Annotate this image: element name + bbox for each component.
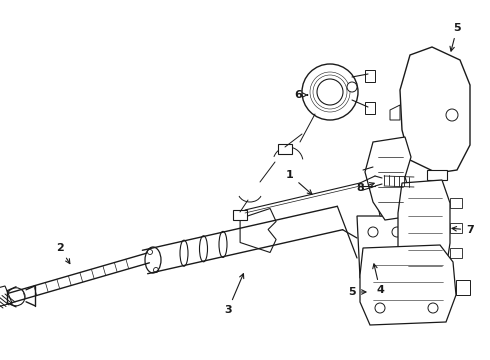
Text: 6: 6 <box>294 90 308 100</box>
Polygon shape <box>450 248 462 258</box>
Polygon shape <box>390 105 400 120</box>
Polygon shape <box>378 206 397 216</box>
Polygon shape <box>450 223 462 233</box>
Text: 1: 1 <box>286 170 312 194</box>
Polygon shape <box>278 144 292 154</box>
Circle shape <box>369 177 377 185</box>
Text: 5: 5 <box>348 287 366 297</box>
Polygon shape <box>357 216 415 278</box>
Circle shape <box>302 64 358 120</box>
Text: 8: 8 <box>356 183 374 193</box>
Polygon shape <box>398 180 450 276</box>
Circle shape <box>7 288 25 306</box>
Ellipse shape <box>180 240 188 266</box>
Circle shape <box>317 79 343 105</box>
Polygon shape <box>240 208 276 252</box>
Polygon shape <box>365 70 375 82</box>
Polygon shape <box>365 137 411 220</box>
Polygon shape <box>450 198 462 208</box>
Polygon shape <box>365 102 375 114</box>
Polygon shape <box>360 245 456 325</box>
Ellipse shape <box>145 247 161 273</box>
Polygon shape <box>456 280 470 295</box>
Text: 2: 2 <box>56 243 70 264</box>
Polygon shape <box>427 170 447 180</box>
Polygon shape <box>233 210 247 220</box>
Ellipse shape <box>199 236 207 262</box>
Text: 7: 7 <box>452 225 474 235</box>
Text: 5: 5 <box>450 23 461 51</box>
Polygon shape <box>400 47 470 173</box>
Circle shape <box>347 82 357 92</box>
Ellipse shape <box>219 231 227 257</box>
Text: 3: 3 <box>224 274 244 315</box>
Text: 4: 4 <box>373 264 384 295</box>
Polygon shape <box>0 286 12 307</box>
